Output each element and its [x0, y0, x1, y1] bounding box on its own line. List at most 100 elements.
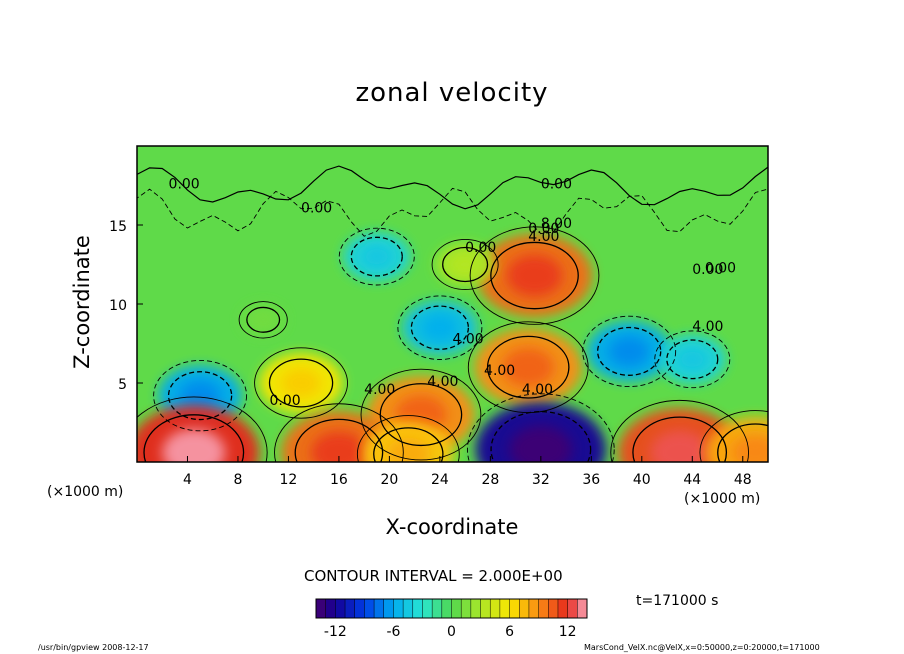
colorbar-cell	[470, 599, 482, 618]
contour-line	[490, 410, 592, 462]
colorbar-frame	[315, 598, 588, 619]
field-blob-core-9	[676, 347, 709, 372]
colorbar-cell	[393, 599, 404, 618]
contour-label: 0.00	[528, 221, 559, 237]
colorbar-cell	[557, 599, 569, 618]
colorbar-cell	[480, 599, 491, 618]
contour-line	[137, 187, 768, 237]
contour-label: 4.00	[528, 229, 559, 245]
y-tick-label: 10	[109, 298, 127, 314]
contour-label: 0.00	[541, 177, 572, 193]
colorbar-tick-label: -12	[324, 624, 347, 640]
colorbar-tick-label: 0	[447, 624, 456, 640]
contour-label: 4.00	[453, 332, 484, 348]
contour-line	[596, 326, 662, 376]
x-tick-label: 24	[431, 472, 449, 488]
field-blob-core-16	[450, 253, 480, 276]
colorbar-cell	[335, 599, 346, 618]
contour-label: 4.00	[522, 382, 553, 398]
contour-line	[397, 295, 483, 360]
colorbar-cell	[364, 599, 375, 618]
colorbar-cell	[383, 599, 394, 618]
x-tick-label: 32	[532, 472, 550, 488]
contour-label: 4.00	[427, 374, 458, 390]
contour-line	[268, 358, 334, 408]
contour-line	[338, 227, 415, 286]
chart-title: zonal velocity	[355, 78, 549, 108]
x-tick-label: 40	[633, 472, 651, 488]
field-blob-core-6	[421, 314, 458, 342]
contour-interval-label: CONTOUR INTERVAL = 2.000E+00	[304, 567, 563, 585]
field-blob-core-2	[502, 347, 554, 387]
field-blob-core-17	[252, 312, 274, 328]
x-tick-label: 12	[280, 472, 298, 488]
colorbar-cell	[345, 599, 356, 618]
contour-line	[246, 306, 281, 333]
y-axis-unit: (×1000 m)	[47, 484, 124, 500]
colorbar-cell	[490, 599, 501, 618]
contour-label: 0.00	[169, 177, 200, 193]
contour-line	[137, 165, 768, 210]
colorbar-cell	[422, 599, 433, 618]
field-blob-core-15	[731, 434, 768, 462]
contour-line	[717, 423, 768, 462]
x-tick-label: 48	[734, 472, 752, 488]
contour-line	[254, 347, 348, 419]
contour-line	[431, 239, 499, 290]
x-tick-label: 28	[481, 472, 499, 488]
x-tick-label: 36	[582, 472, 600, 488]
contour-line	[167, 371, 233, 421]
field-blob-core-5	[180, 380, 221, 411]
colorbar-tick-label: 12	[559, 624, 577, 640]
colorbar-cell	[316, 599, 327, 618]
contour-line	[582, 315, 677, 388]
field-blob-core-14	[650, 430, 710, 462]
field-blob-core-7	[360, 244, 393, 269]
x-tick-label: 8	[233, 472, 242, 488]
colorbar-cell	[567, 599, 578, 618]
contour-line	[610, 399, 749, 462]
contour-label: 0.00	[705, 260, 736, 276]
x-tick-label: 4	[183, 472, 192, 488]
colorbar-cell	[403, 599, 414, 618]
time-label: t=171000 s	[636, 593, 719, 609]
field-blob-core-13	[509, 425, 573, 462]
colorbar-cell	[538, 599, 549, 618]
contour-line	[360, 368, 482, 461]
y-tick-label: 5	[118, 377, 127, 393]
colorbar-tick-label: -6	[386, 624, 400, 640]
x-tick-label: 20	[380, 472, 398, 488]
contour-line	[410, 305, 470, 350]
contour-line	[467, 393, 615, 462]
colorbar-cell	[528, 599, 540, 618]
field-blob-core-11	[311, 431, 367, 462]
contour-label: 0.00	[692, 262, 723, 278]
footer-left-text: /usr/bin/gpview 2008-12-17	[38, 643, 149, 652]
contour-line	[373, 427, 444, 462]
y-tick-label: 15	[109, 219, 127, 235]
colorbar-cell	[354, 599, 365, 618]
contour-line	[356, 415, 460, 462]
colorbar-cell	[441, 599, 452, 618]
colorbar-cell	[412, 599, 423, 618]
colorbar-cell	[432, 599, 443, 618]
x-axis-label: X-coordinate	[385, 515, 519, 539]
field-blob-core-4	[281, 368, 321, 398]
contour-line	[442, 246, 489, 283]
contour-line	[699, 410, 768, 462]
field-blob-core-10	[162, 428, 226, 462]
x-tick-label: 16	[330, 472, 348, 488]
colorbar-cell	[577, 599, 588, 618]
colorbar-cell	[374, 599, 385, 618]
field-blob-core-1	[506, 254, 563, 297]
contour-line	[666, 339, 719, 380]
contour-label: 4.00	[692, 319, 723, 335]
colorbar-cell	[451, 599, 462, 618]
colorbar-cell	[461, 599, 472, 618]
contour-label: 4.00	[484, 363, 515, 379]
colorbar-cell	[499, 599, 511, 618]
colorbar-cell	[548, 599, 559, 618]
contour-line	[137, 396, 268, 462]
x-tick-label: 44	[683, 472, 701, 488]
